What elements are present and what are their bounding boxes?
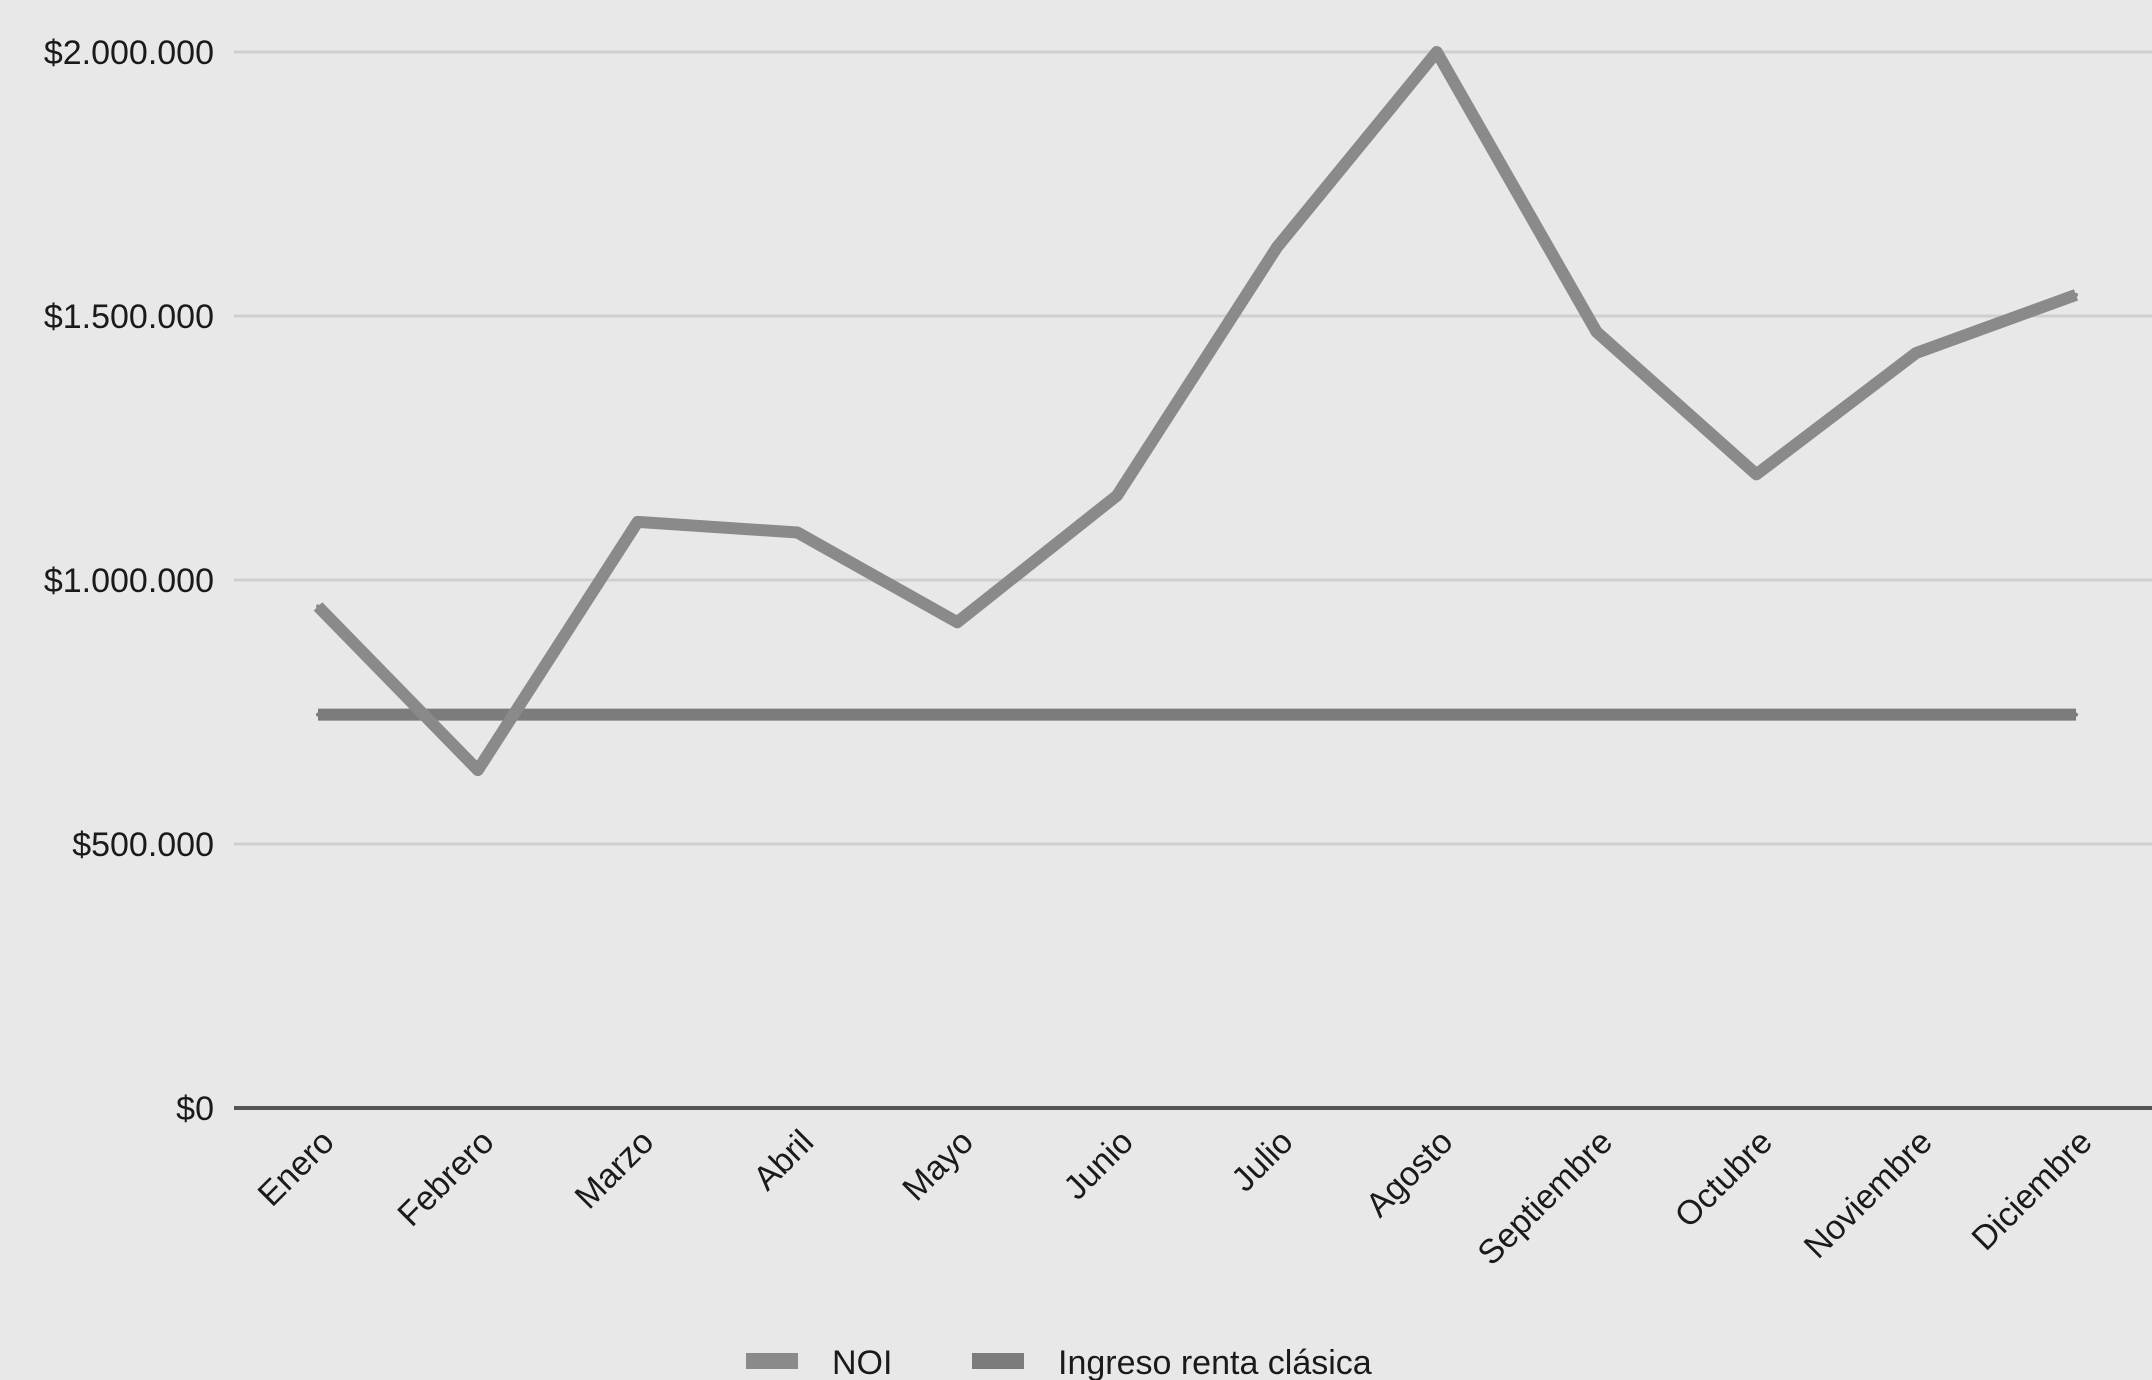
data-point <box>1914 350 1919 355</box>
x-axis: Enero Febrero Marzo Abril Mayo Junio Julio Agos… <box>234 1106 2152 1273</box>
x-tick-label: Octubre <box>1668 1123 1780 1235</box>
data-point <box>1115 712 1120 717</box>
data-point <box>475 768 480 773</box>
data-point <box>955 712 960 717</box>
x-tick-label: Mayo <box>895 1123 981 1209</box>
data-point <box>1434 712 1439 717</box>
data-point <box>1754 472 1759 477</box>
x-tick-label: Marzo <box>568 1123 662 1217</box>
data-point <box>1274 712 1279 717</box>
legend: NOI Ingreso renta clásica <box>746 1344 1372 1380</box>
data-point <box>1434 50 1439 54</box>
y-tick-label: $500.000 <box>72 826 214 864</box>
x-tick-label: Septiembre <box>1470 1123 1620 1273</box>
y-axis: $0 $500.000 $1.000.000 $1.500.000 $2.000.000 <box>44 34 214 1128</box>
data-point <box>2074 712 2078 717</box>
data-point <box>475 712 480 717</box>
x-tick-label: Junio <box>1056 1123 1140 1207</box>
data-point <box>955 620 960 625</box>
x-tick-label: Julio <box>1224 1123 1300 1199</box>
series-line-0 <box>313 46 2079 777</box>
x-tick-label: Agosto <box>1359 1123 1461 1225</box>
gridlines <box>234 50 2152 846</box>
data-point <box>316 712 320 717</box>
data-point <box>1594 329 1599 334</box>
legend-label: NOI <box>832 1344 892 1380</box>
y-tick-label: $0 <box>176 1090 214 1128</box>
data-point <box>316 604 320 609</box>
x-tick-label: Enero <box>251 1123 342 1214</box>
y-tick-label: $2.000.000 <box>44 34 214 72</box>
data-point <box>1115 493 1120 498</box>
y-tick-label: $1.500.000 <box>44 298 214 336</box>
data-point <box>1274 245 1279 250</box>
legend-swatch <box>746 1353 798 1369</box>
data-point <box>1754 712 1759 717</box>
x-tick-label: Noviembre <box>1797 1123 1940 1266</box>
x-tick-label: Abril <box>746 1123 821 1198</box>
data-point <box>795 530 800 535</box>
legend-swatch <box>972 1353 1024 1369</box>
data-point <box>795 712 800 717</box>
data-point <box>635 519 640 524</box>
data-point <box>635 712 640 717</box>
data-point <box>1914 712 1919 717</box>
x-tick-label: Febrero <box>390 1123 501 1234</box>
legend-label: Ingreso renta clásica <box>1058 1344 1372 1380</box>
data-point <box>1594 712 1599 717</box>
series-lines <box>313 46 2079 777</box>
data-point <box>2074 292 2078 297</box>
y-tick-label: $1.000.000 <box>44 562 214 600</box>
x-tick-label: Diciembre <box>1965 1123 2100 1258</box>
